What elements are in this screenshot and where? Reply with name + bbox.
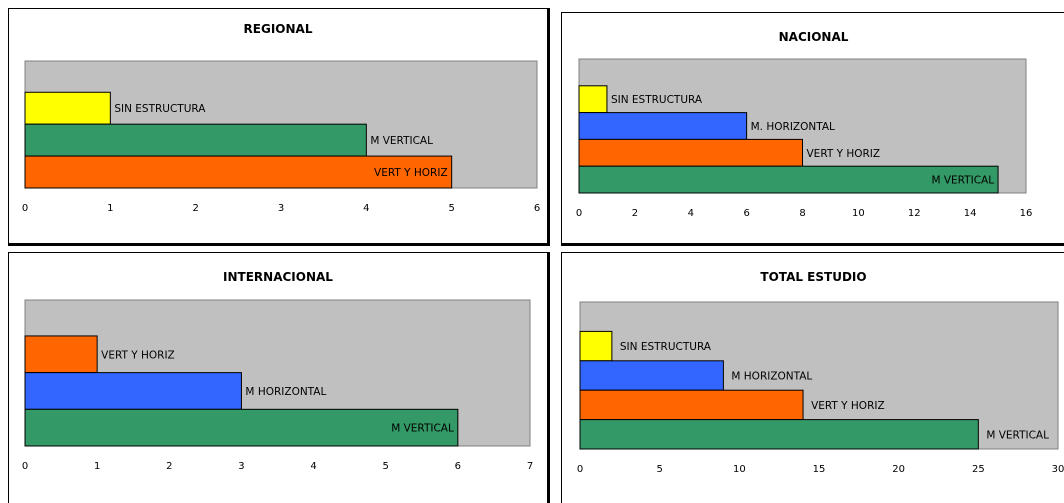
x-tick-label: 14 <box>964 208 977 219</box>
x-tick-label: 0 <box>22 203 28 214</box>
x-tick-label: 10 <box>733 464 746 475</box>
x-tick-label: 7 <box>527 461 533 472</box>
chart-total-estudio: TOTAL ESTUDIO SIN ESTRUCTURA M HORIZONTAL V… <box>577 270 1064 475</box>
x-tick-label: 8 <box>799 208 805 219</box>
bar-sin-estructura <box>579 330 613 362</box>
x-tick-label: 5 <box>448 203 454 214</box>
x-tick-label: 3 <box>238 461 244 472</box>
chart-regional: REGIONAL SIN ESTRUCTURA M VERTICAL VERT Y H… <box>22 22 540 214</box>
x-tick-label: 0 <box>576 208 582 219</box>
bar-vert-y-horiz <box>579 389 804 421</box>
chart-panel-nacional: NACIONAL SIN ESTRUCTURA M. HORIZONTAL VERT … <box>561 12 1064 246</box>
x-tick-label: 25 <box>972 464 985 475</box>
bar-label: M VERTICAL <box>986 429 1049 441</box>
bar-m-vertical <box>579 419 979 450</box>
chart-title: INTERNACIONAL <box>223 270 333 284</box>
x-tick-label: 2 <box>192 203 198 214</box>
bar-m-horizontal <box>24 372 242 410</box>
chart-nacional: NACIONAL SIN ESTRUCTURA M. HORIZONTAL VERT … <box>576 30 1033 219</box>
bar-label: SIN ESTRUCTURA <box>114 103 206 115</box>
bar-label: M HORIZONTAL <box>245 386 326 398</box>
bar-vert-y-horiz <box>24 155 453 189</box>
x-tick-label: 6 <box>743 208 749 219</box>
x-tick-label: 4 <box>688 208 694 219</box>
bar-m-horizontal <box>578 112 748 140</box>
x-tick-label: 0 <box>22 461 28 472</box>
bar-vert-y-horiz <box>24 335 98 374</box>
x-tick-label: 12 <box>908 208 921 219</box>
x-tick-label: 15 <box>813 464 826 475</box>
x-tick-label: 1 <box>94 461 100 472</box>
bar-label: VERT Y HORIZ <box>807 148 881 160</box>
x-tick-label: 6 <box>534 203 540 214</box>
chart-panel-internacional: INTERNACIONAL VERT Y HORIZ M HORIZONTAL M V… <box>8 252 550 503</box>
bar-label: M HORIZONTAL <box>731 371 812 383</box>
x-tick-label: 2 <box>166 461 172 472</box>
chart-internacional: INTERNACIONAL VERT Y HORIZ M HORIZONTAL M V… <box>22 270 533 472</box>
bar-label: SIN ESTRUCTURA <box>611 94 703 106</box>
x-tick-label: 5 <box>383 461 389 472</box>
bar-m-vertical <box>24 408 459 447</box>
x-tick-label: 20 <box>892 464 905 475</box>
bar-label: SIN ESTRUCTURA <box>620 341 712 353</box>
x-tick-label: 3 <box>278 203 284 214</box>
chart-title: REGIONAL <box>244 22 313 36</box>
x-tick-label: 10 <box>852 208 865 219</box>
bar-label: M VERTICAL <box>931 175 994 187</box>
bar-label: M VERTICAL <box>391 423 454 435</box>
x-tick-label: 5 <box>656 464 662 475</box>
chart-panel-total-estudio: TOTAL ESTUDIO SIN ESTRUCTURA M HORIZONTAL V… <box>561 252 1064 503</box>
bar-sin-estructura <box>24 91 111 125</box>
chart-panel-regional: REGIONAL SIN ESTRUCTURA M VERTICAL VERT Y H… <box>8 8 550 246</box>
bar-label: VERT Y HORIZ <box>374 167 448 179</box>
bar-m-vertical <box>578 165 999 194</box>
bar-m-vertical <box>24 123 367 157</box>
bar-label: M. HORIZONTAL <box>751 121 835 133</box>
bar-sin-estructura <box>578 85 608 114</box>
x-tick-label: 1 <box>107 203 113 214</box>
bar-label: VERT Y HORIZ <box>101 349 175 361</box>
bar-label: M VERTICAL <box>370 135 433 147</box>
x-tick-label: 30 <box>1052 464 1064 475</box>
x-tick-label: 16 <box>1020 208 1033 219</box>
bar-m-horizontal <box>579 360 724 391</box>
bar-label: VERT Y HORIZ <box>811 400 885 412</box>
chart-title: NACIONAL <box>779 30 849 44</box>
chart-title: TOTAL ESTUDIO <box>760 270 866 284</box>
x-tick-label: 6 <box>455 461 461 472</box>
x-tick-label: 2 <box>632 208 638 219</box>
x-tick-label: 4 <box>363 203 369 214</box>
x-tick-label: 4 <box>310 461 316 472</box>
bar-vert-y-horiz <box>578 138 803 167</box>
x-tick-label: 0 <box>577 464 583 475</box>
